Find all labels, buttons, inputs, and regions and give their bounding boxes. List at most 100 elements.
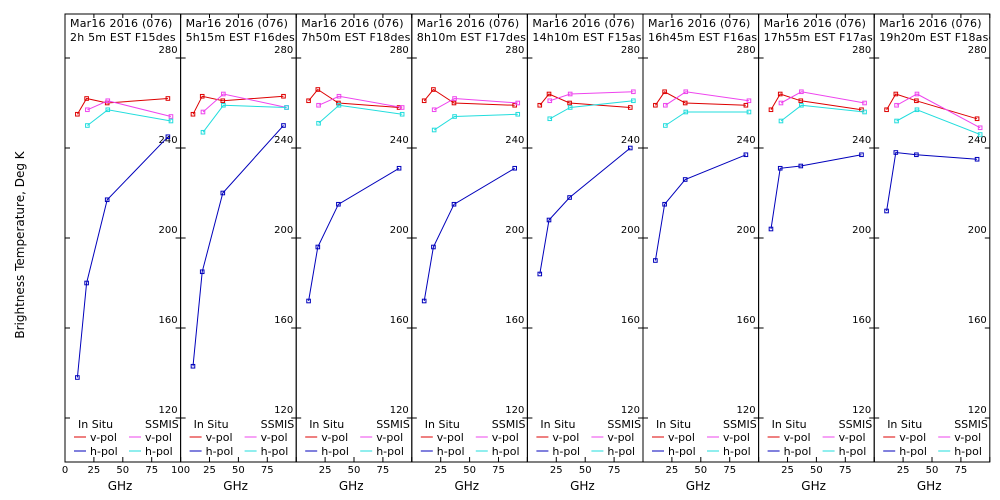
series-line-ssmis-v — [433, 97, 518, 111]
panel-2: Mar16 2016 (076)5h15m EST F16des 120 160 20… — [180, 13, 297, 493]
series-line-ssmis-v — [318, 95, 403, 108]
data-point-insitu-v — [84, 96, 89, 101]
legend-label-ssmis-hpol: h-pol — [723, 445, 751, 458]
x-tick-label: 50 — [348, 465, 361, 476]
data-point-ssmis-h — [799, 102, 804, 108]
y-tick-label: 280 — [505, 45, 524, 56]
data-point-ssmis-h — [85, 123, 90, 128]
data-point-insitu-h — [567, 195, 572, 200]
panel-title-line1: Mar16 2016 (076) — [532, 17, 635, 30]
y-tick-label: 160 — [505, 315, 524, 326]
series-line-ssmis-v — [87, 100, 172, 117]
panel-frame — [411, 13, 528, 463]
data-point-ssmis-v — [914, 91, 920, 97]
y-tick-label: 200 — [968, 225, 987, 236]
panels-group: Mar16 2016 (076)2h 5m EST F15des 120 160 20… — [62, 13, 991, 493]
legend-title-ssmis: SSMIS — [723, 418, 757, 431]
legend-label-insitu-vpol: v-pol — [784, 431, 811, 444]
y-tick-label: 240 — [737, 135, 756, 146]
series-line-insitu-v — [539, 93, 631, 108]
y-tick-label: 280 — [968, 45, 987, 56]
data-point-insitu-h — [974, 156, 980, 162]
series-line-insitu-v — [192, 95, 284, 115]
data-point-ssmis-v — [431, 107, 437, 113]
legend-label-insitu-hpol: h-pol — [206, 445, 234, 458]
x-tick-label: 75 — [377, 465, 390, 476]
legend-label-ssmis-hpol: h-pol — [607, 445, 635, 458]
data-point-ssmis-h — [200, 129, 206, 135]
x-tick-label: 75 — [723, 465, 736, 476]
data-point-insitu-h — [627, 145, 633, 151]
data-point-insitu-v — [306, 98, 311, 104]
series-line-insitu-v — [770, 93, 862, 111]
panel-frame — [295, 13, 413, 463]
legend-title-insitu: In Situ — [656, 418, 691, 431]
x-tick-label: 25 — [434, 465, 447, 476]
data-point-insitu-v — [567, 100, 572, 106]
legend-label-ssmis-hpol: h-pol — [492, 445, 520, 458]
legend-label-insitu-vpol: v-pol — [321, 431, 348, 444]
legend-title-ssmis: SSMIS — [839, 418, 873, 431]
y-tick-label: 280 — [737, 45, 756, 56]
y-tick-label: 160 — [159, 315, 178, 326]
panel-6: Mar16 2016 (076)16h45m EST F16asc 120 160 2… — [642, 13, 764, 493]
data-point-ssmis-v — [316, 102, 321, 108]
data-point-ssmis-h — [862, 109, 867, 115]
data-point-ssmis-h — [105, 107, 111, 113]
data-point-insitu-h — [682, 177, 688, 182]
data-point-insitu-v — [884, 107, 889, 113]
panel-4: Mar16 2016 (076)8h10m EST F17des 120 160 20… — [411, 13, 528, 493]
data-point-ssmis-v — [168, 114, 174, 119]
y-tick-label: 240 — [968, 135, 987, 146]
y-tick-label: 120 — [737, 405, 756, 416]
y-tick-label: 240 — [390, 135, 409, 146]
series-line-insitu-h — [654, 154, 747, 261]
data-point-insitu-v — [281, 93, 286, 99]
data-point-ssmis-v — [547, 98, 553, 104]
data-point-ssmis-h — [284, 105, 289, 110]
panel-title-group: Mar16 2016 (076)2h 5m EST F15des — [70, 17, 176, 44]
y-tick-label: 240 — [159, 135, 178, 146]
data-point-insitu-v — [768, 107, 774, 113]
legend-title-ssmis: SSMIS — [492, 418, 526, 431]
legend-label-ssmis-vpol: v-pol — [376, 431, 403, 444]
data-point-ssmis-v — [200, 109, 206, 115]
x-axis-label: GHz — [801, 479, 826, 493]
series-line-ssmis-v — [549, 91, 634, 102]
x-tick-label: 50 — [694, 465, 707, 476]
data-point-ssmis-v — [683, 89, 689, 95]
data-point-insitu-h — [220, 190, 226, 196]
x-tick-label: 75 — [145, 465, 158, 476]
data-point-insitu-h — [336, 201, 341, 207]
data-point-insitu-v — [627, 105, 633, 110]
legend-label-insitu-hpol: h-pol — [552, 445, 580, 458]
data-point-insitu-v — [75, 111, 80, 117]
legend-label-insitu-vpol: v-pol — [437, 431, 464, 444]
x-axis-label: GHz — [686, 479, 711, 493]
x-axis-label: GHz — [339, 479, 364, 493]
legend-label-insitu-vpol: v-pol — [552, 431, 579, 444]
series-line-ssmis-h — [665, 111, 749, 126]
panel-title-line2: 16h45m EST F16asc — [648, 31, 764, 44]
data-point-insitu-h — [104, 197, 110, 203]
y-tick-label: 280 — [390, 45, 409, 56]
data-point-ssmis-v — [105, 98, 111, 104]
y-tick-label: 200 — [505, 225, 524, 236]
y-tick-label: 200 — [852, 225, 871, 236]
y-tick-label: 160 — [968, 315, 987, 326]
y-tick-label: 120 — [852, 405, 871, 416]
x-tick-label: 25 — [550, 465, 563, 476]
data-point-ssmis-h — [567, 105, 573, 110]
legend-title-ssmis: SSMIS — [376, 418, 410, 431]
data-point-ssmis-v — [663, 102, 668, 108]
data-point-ssmis-h — [778, 118, 784, 124]
panel-title-line1: Mar16 2016 (076) — [648, 17, 751, 30]
series-line-insitu-v — [423, 88, 515, 106]
series-line-ssmis-h — [87, 109, 172, 126]
series-line-insitu-v — [76, 97, 168, 115]
